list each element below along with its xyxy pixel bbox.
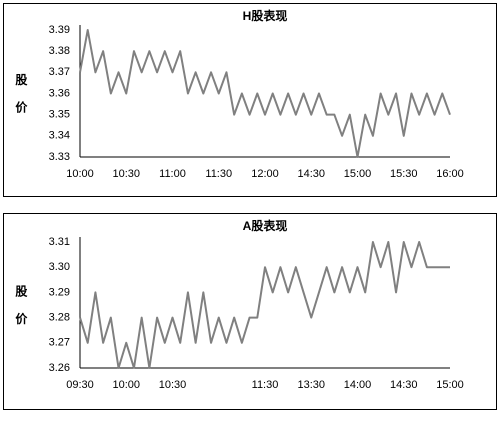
x-tick-label: 11:30 (205, 168, 232, 180)
y-tick-label: 3.37 (49, 66, 70, 78)
x-tick-label: 10:30 (112, 168, 140, 180)
x-tick-label: 10:00 (112, 379, 140, 391)
x-tick-label: 16:00 (436, 168, 464, 180)
x-tick-label: 14:30 (297, 168, 325, 180)
x-tick-label: 12:00 (251, 168, 279, 180)
y-tick-label: 3.39 (49, 24, 70, 36)
x-tick-label: 15:00 (436, 379, 464, 391)
x-tick-label: 10:30 (159, 379, 187, 391)
chart-title: A股表现 (243, 218, 288, 233)
x-tick-label: 14:30 (390, 379, 418, 391)
y-axis-label: 股 价 (14, 284, 28, 331)
panel-frame (3, 213, 497, 410)
data-line (79, 29, 451, 158)
y-tick-label: 3.33 (49, 151, 70, 163)
y-axis-label: 股 价 (14, 72, 28, 119)
chart-title: H股表现 (243, 8, 288, 23)
y-tick-label: 3.34 (49, 130, 70, 142)
x-tick-label: 10:00 (66, 168, 94, 180)
y-tick-label: 3.30 (49, 261, 70, 273)
data-line (79, 241, 450, 369)
y-tick-label: 3.35 (49, 109, 70, 121)
x-tick-label: 13:30 (297, 379, 325, 391)
x-tick-label: 15:00 (344, 168, 372, 180)
y-tick-label: 3.38 (49, 45, 70, 57)
y-tick-label: 3.26 (49, 362, 70, 374)
x-tick-label: 15:30 (390, 168, 418, 180)
x-tick-label: 11:00 (159, 168, 186, 180)
y-tick-label: 3.29 (49, 286, 70, 298)
x-tick-label: 09:30 (66, 379, 94, 391)
x-tick-label: 11:30 (252, 379, 279, 391)
y-tick-label: 3.31 (49, 236, 70, 248)
x-tick-label: 14:00 (344, 379, 372, 391)
y-tick-label: 3.27 (49, 337, 70, 349)
y-tick-label: 3.28 (49, 312, 70, 324)
panel-frame (3, 3, 497, 197)
y-tick-label: 3.36 (49, 87, 70, 99)
